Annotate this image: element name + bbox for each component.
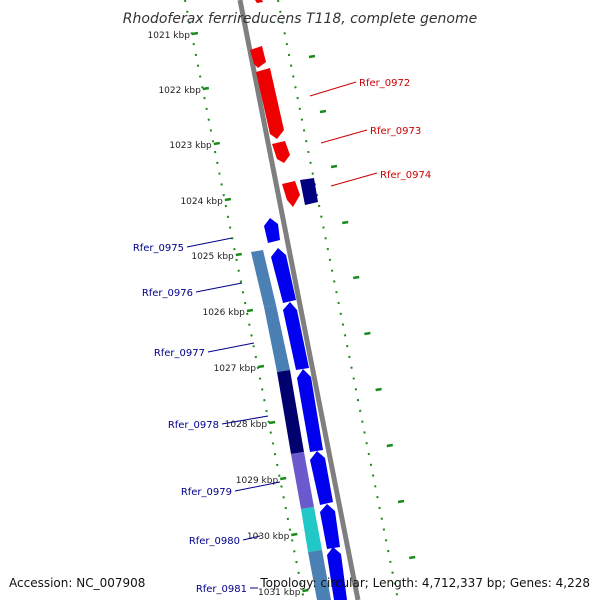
gene-label[interactable]: Rfer_0977 bbox=[154, 348, 205, 359]
gene-label[interactable]: Rfer_0972 bbox=[359, 78, 410, 89]
gene-arrow-red[interactable] bbox=[255, 0, 263, 3]
cog-color-bars bbox=[251, 250, 331, 600]
forward-strand-genes bbox=[264, 218, 347, 600]
page-title: Rhodoferax ferrireducens T118, complete … bbox=[123, 11, 477, 27]
tick-mark bbox=[202, 86, 210, 91]
gene-label[interactable]: Rfer_0976 bbox=[142, 288, 193, 299]
tick-label: 1021 kbp bbox=[148, 31, 191, 41]
accession-text: Accession: NC_007908 bbox=[9, 576, 145, 590]
gene-label[interactable]: Rfer_0975 bbox=[133, 243, 184, 254]
gene-arrow-blue[interactable] bbox=[264, 218, 280, 243]
gene-arrow-dark[interactable] bbox=[300, 178, 318, 205]
gene-arrow-red[interactable] bbox=[272, 141, 290, 163]
cog-bar bbox=[277, 370, 304, 454]
tick-mark bbox=[235, 252, 242, 257]
tick-label: 1024 kbp bbox=[180, 197, 223, 207]
tick-mark bbox=[341, 220, 349, 225]
tick-mark bbox=[386, 443, 394, 448]
tick-mark bbox=[375, 387, 382, 392]
gene-arrow-red[interactable] bbox=[282, 181, 300, 207]
tick-label: 1028 kbp bbox=[225, 420, 268, 430]
gene-arrow-blue[interactable] bbox=[320, 504, 340, 549]
gene-arrow-blue[interactable] bbox=[297, 369, 323, 452]
gene-arrow-red[interactable] bbox=[256, 68, 284, 139]
tick-mark bbox=[352, 275, 360, 280]
cog-bar bbox=[251, 250, 276, 307]
tick-mark bbox=[291, 532, 298, 537]
gene-label[interactable]: Rfer_0979 bbox=[181, 487, 232, 498]
cog-bar bbox=[291, 452, 314, 509]
tick-mark bbox=[330, 164, 338, 169]
gene-label[interactable]: Rfer_0980 bbox=[189, 536, 240, 547]
coordinate-ticks: 1021 kbp 1022 kbp 1023 kbp 1024 kbp 1025 kbp… bbox=[148, 31, 416, 598]
label-leader-line bbox=[195, 282, 243, 293]
tick-mark bbox=[279, 476, 287, 481]
tick-mark bbox=[408, 555, 416, 560]
tick-mark bbox=[302, 588, 309, 593]
tick-label: 1022 kbp bbox=[158, 86, 201, 96]
tick-mark bbox=[257, 364, 265, 369]
label-leader-line bbox=[330, 172, 378, 187]
label-leader-line bbox=[221, 415, 269, 425]
tick-mark bbox=[191, 31, 199, 36]
label-leader-line bbox=[309, 81, 357, 97]
gene-arrow-blue[interactable] bbox=[271, 248, 296, 303]
tick-label: 1026 kbp bbox=[202, 308, 245, 318]
genome-backbone bbox=[237, 0, 361, 600]
gene-labels: Rfer_0972 Rfer_0973 Rfer_0974 Rfer_0975 Rfer… bbox=[133, 78, 431, 595]
label-leader-line bbox=[234, 481, 281, 492]
tick-label: 1025 kbp bbox=[191, 252, 234, 262]
gene-arrow-blue[interactable] bbox=[327, 547, 347, 600]
label-leader-line bbox=[320, 129, 368, 144]
gene-label[interactable]: Rfer_0981 bbox=[196, 584, 247, 595]
tick-mark bbox=[246, 308, 254, 313]
gene-arrow-blue[interactable] bbox=[283, 302, 309, 370]
gene-label[interactable]: Rfer_0974 bbox=[380, 170, 431, 181]
tick-mark bbox=[224, 197, 232, 202]
tick-label: 1023 kbp bbox=[169, 141, 212, 151]
reverse-strand-genes bbox=[250, 0, 318, 207]
tick-mark bbox=[308, 54, 316, 59]
gene-label[interactable]: Rfer_0973 bbox=[370, 126, 421, 137]
tick-mark bbox=[364, 331, 371, 336]
cog-bar bbox=[301, 507, 322, 552]
label-leader-line bbox=[242, 535, 261, 541]
summary-text: Topology: circular; Length: 4,712,337 bp… bbox=[259, 576, 590, 590]
gene-arrow-red[interactable] bbox=[250, 46, 266, 68]
label-leader-line bbox=[186, 237, 233, 248]
tick-label: 1030 kbp bbox=[247, 532, 290, 542]
tick-mark bbox=[397, 499, 405, 504]
gene-arrow-blue[interactable] bbox=[310, 451, 333, 505]
tick-label: 1031 kbp bbox=[258, 588, 301, 598]
tick-mark bbox=[319, 109, 327, 114]
cog-bar bbox=[308, 550, 331, 600]
tick-label: 1027 kbp bbox=[214, 364, 257, 374]
cog-bar bbox=[264, 305, 290, 372]
tick-mark bbox=[213, 141, 220, 146]
tick-label: 1029 kbp bbox=[236, 476, 279, 486]
label-leader-line bbox=[207, 342, 255, 353]
gene-label[interactable]: Rfer_0978 bbox=[168, 420, 219, 431]
tick-mark bbox=[268, 420, 276, 425]
